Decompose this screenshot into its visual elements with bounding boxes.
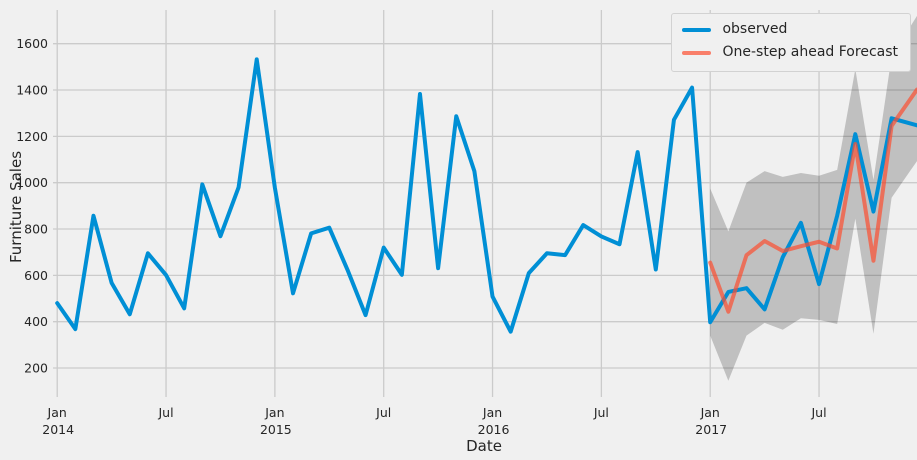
y-tick-label: 1000 [16,175,48,190]
x-tick-label: Jan [47,405,67,420]
y-tick-label: 800 [24,222,48,237]
x-tick-label: Jan [264,405,284,420]
x-axis-title: Date [466,437,502,455]
legend-label: One-step ahead Forecast [722,44,898,61]
y-tick-label: 200 [24,361,48,376]
confidence-band [710,15,917,381]
x-axis-tick-labels: Jan 2014 Jul Jan 2015 Jul Jan 2016 Jul Jan 2017 Jul [42,405,826,437]
legend-item-forecast: One-step ahead Forecast [682,44,898,61]
y-tick-label: 400 [24,314,48,329]
x-tick-year-label: 2016 [478,422,510,437]
legend: observed One-step ahead Forecast [671,13,911,72]
y-tick-label: 1200 [16,129,48,144]
observed-line [55,57,917,334]
forecast-line-swatch-icon [682,51,712,56]
y-axis-tick-labels: 200 400 600 800 1000 1200 1400 1600 [16,36,48,375]
legend-item-observed: observed [682,21,898,37]
y-tick-label: 600 [24,268,48,283]
observed-line-swatch-icon [682,27,712,32]
legend-label: observed [722,21,788,37]
x-tick-label: Jul [375,405,391,420]
x-tick-label: Jan [482,405,502,420]
vertical-gridlines [56,10,820,397]
x-tick-year-label: 2015 [260,422,292,437]
x-tick-year-label: 2014 [42,422,74,437]
y-axis-title: Furniture Sales [7,150,25,264]
y-tick-label: 1600 [16,36,48,51]
x-tick-label: Jul [810,405,826,420]
x-tick-label: Jan [700,405,720,420]
x-tick-label: Jul [593,405,609,420]
x-tick-label: Jul [157,405,173,420]
x-tick-year-label: 2017 [695,422,727,437]
y-tick-label: 1400 [16,83,48,98]
forecast-line [708,87,917,314]
